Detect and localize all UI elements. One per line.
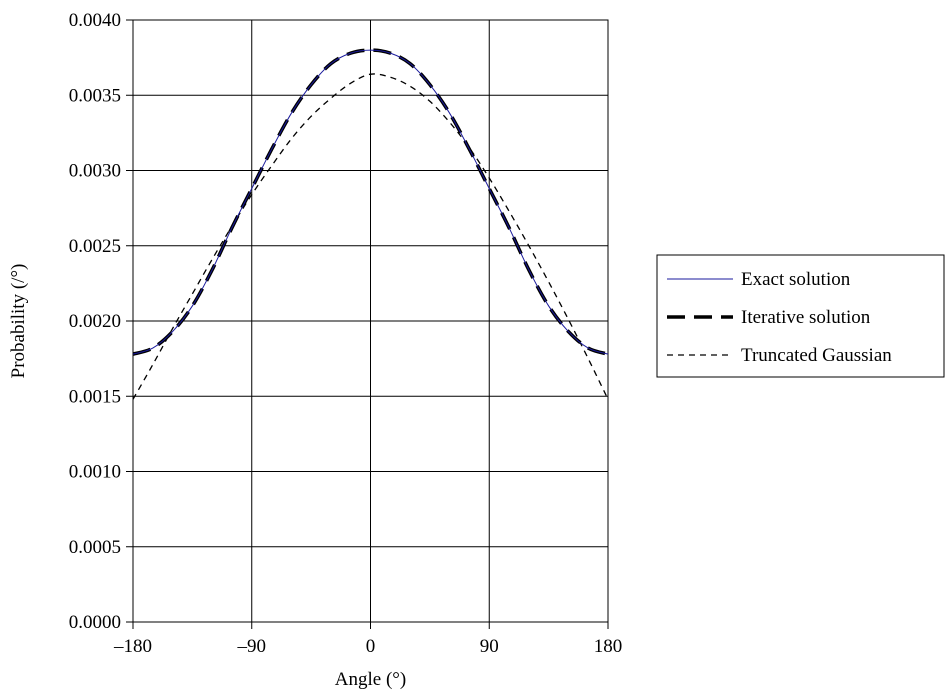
grid-lines [133,20,608,622]
series-line-exact-solution [132,49,609,355]
y-tick-label: 0.0030 [69,161,121,182]
y-tick-label: 0.0005 [69,537,121,558]
x-axis-label: Angle (°) [335,669,406,690]
y-tick-label: 0.0040 [69,10,121,31]
series-lines [132,48,609,400]
legend: Exact solution Iterative solution Truncate… [656,254,945,378]
y-tick-label: 0.0015 [69,386,121,407]
y-tick-label: 0.0000 [69,612,121,633]
legend-label: Iterative solution [741,307,871,328]
legend-label: Exact solution [741,269,851,290]
x-tick-label: 90 [480,636,499,657]
x-axis-ticks: –180 –90 0 90 180 [113,622,622,657]
y-axis-label: Probability (/°) [8,264,29,379]
y-tick-label: 0.0020 [69,311,121,332]
legend-label: Truncated Gaussian [741,345,892,366]
y-tick-label: 0.0025 [69,236,121,257]
y-axis-ticks: 0.0000 0.0005 0.0010 0.0015 0.0020 0.0025 0.00… [69,10,133,633]
y-tick-label: 0.0035 [69,85,121,106]
x-tick-label: –90 [237,636,267,657]
x-tick-label: 180 [594,636,623,657]
y-tick-label: 0.0010 [69,462,121,483]
x-tick-label: 0 [366,636,376,657]
x-tick-label: –180 [113,636,152,657]
series-line-truncated-gaussian [132,73,609,400]
